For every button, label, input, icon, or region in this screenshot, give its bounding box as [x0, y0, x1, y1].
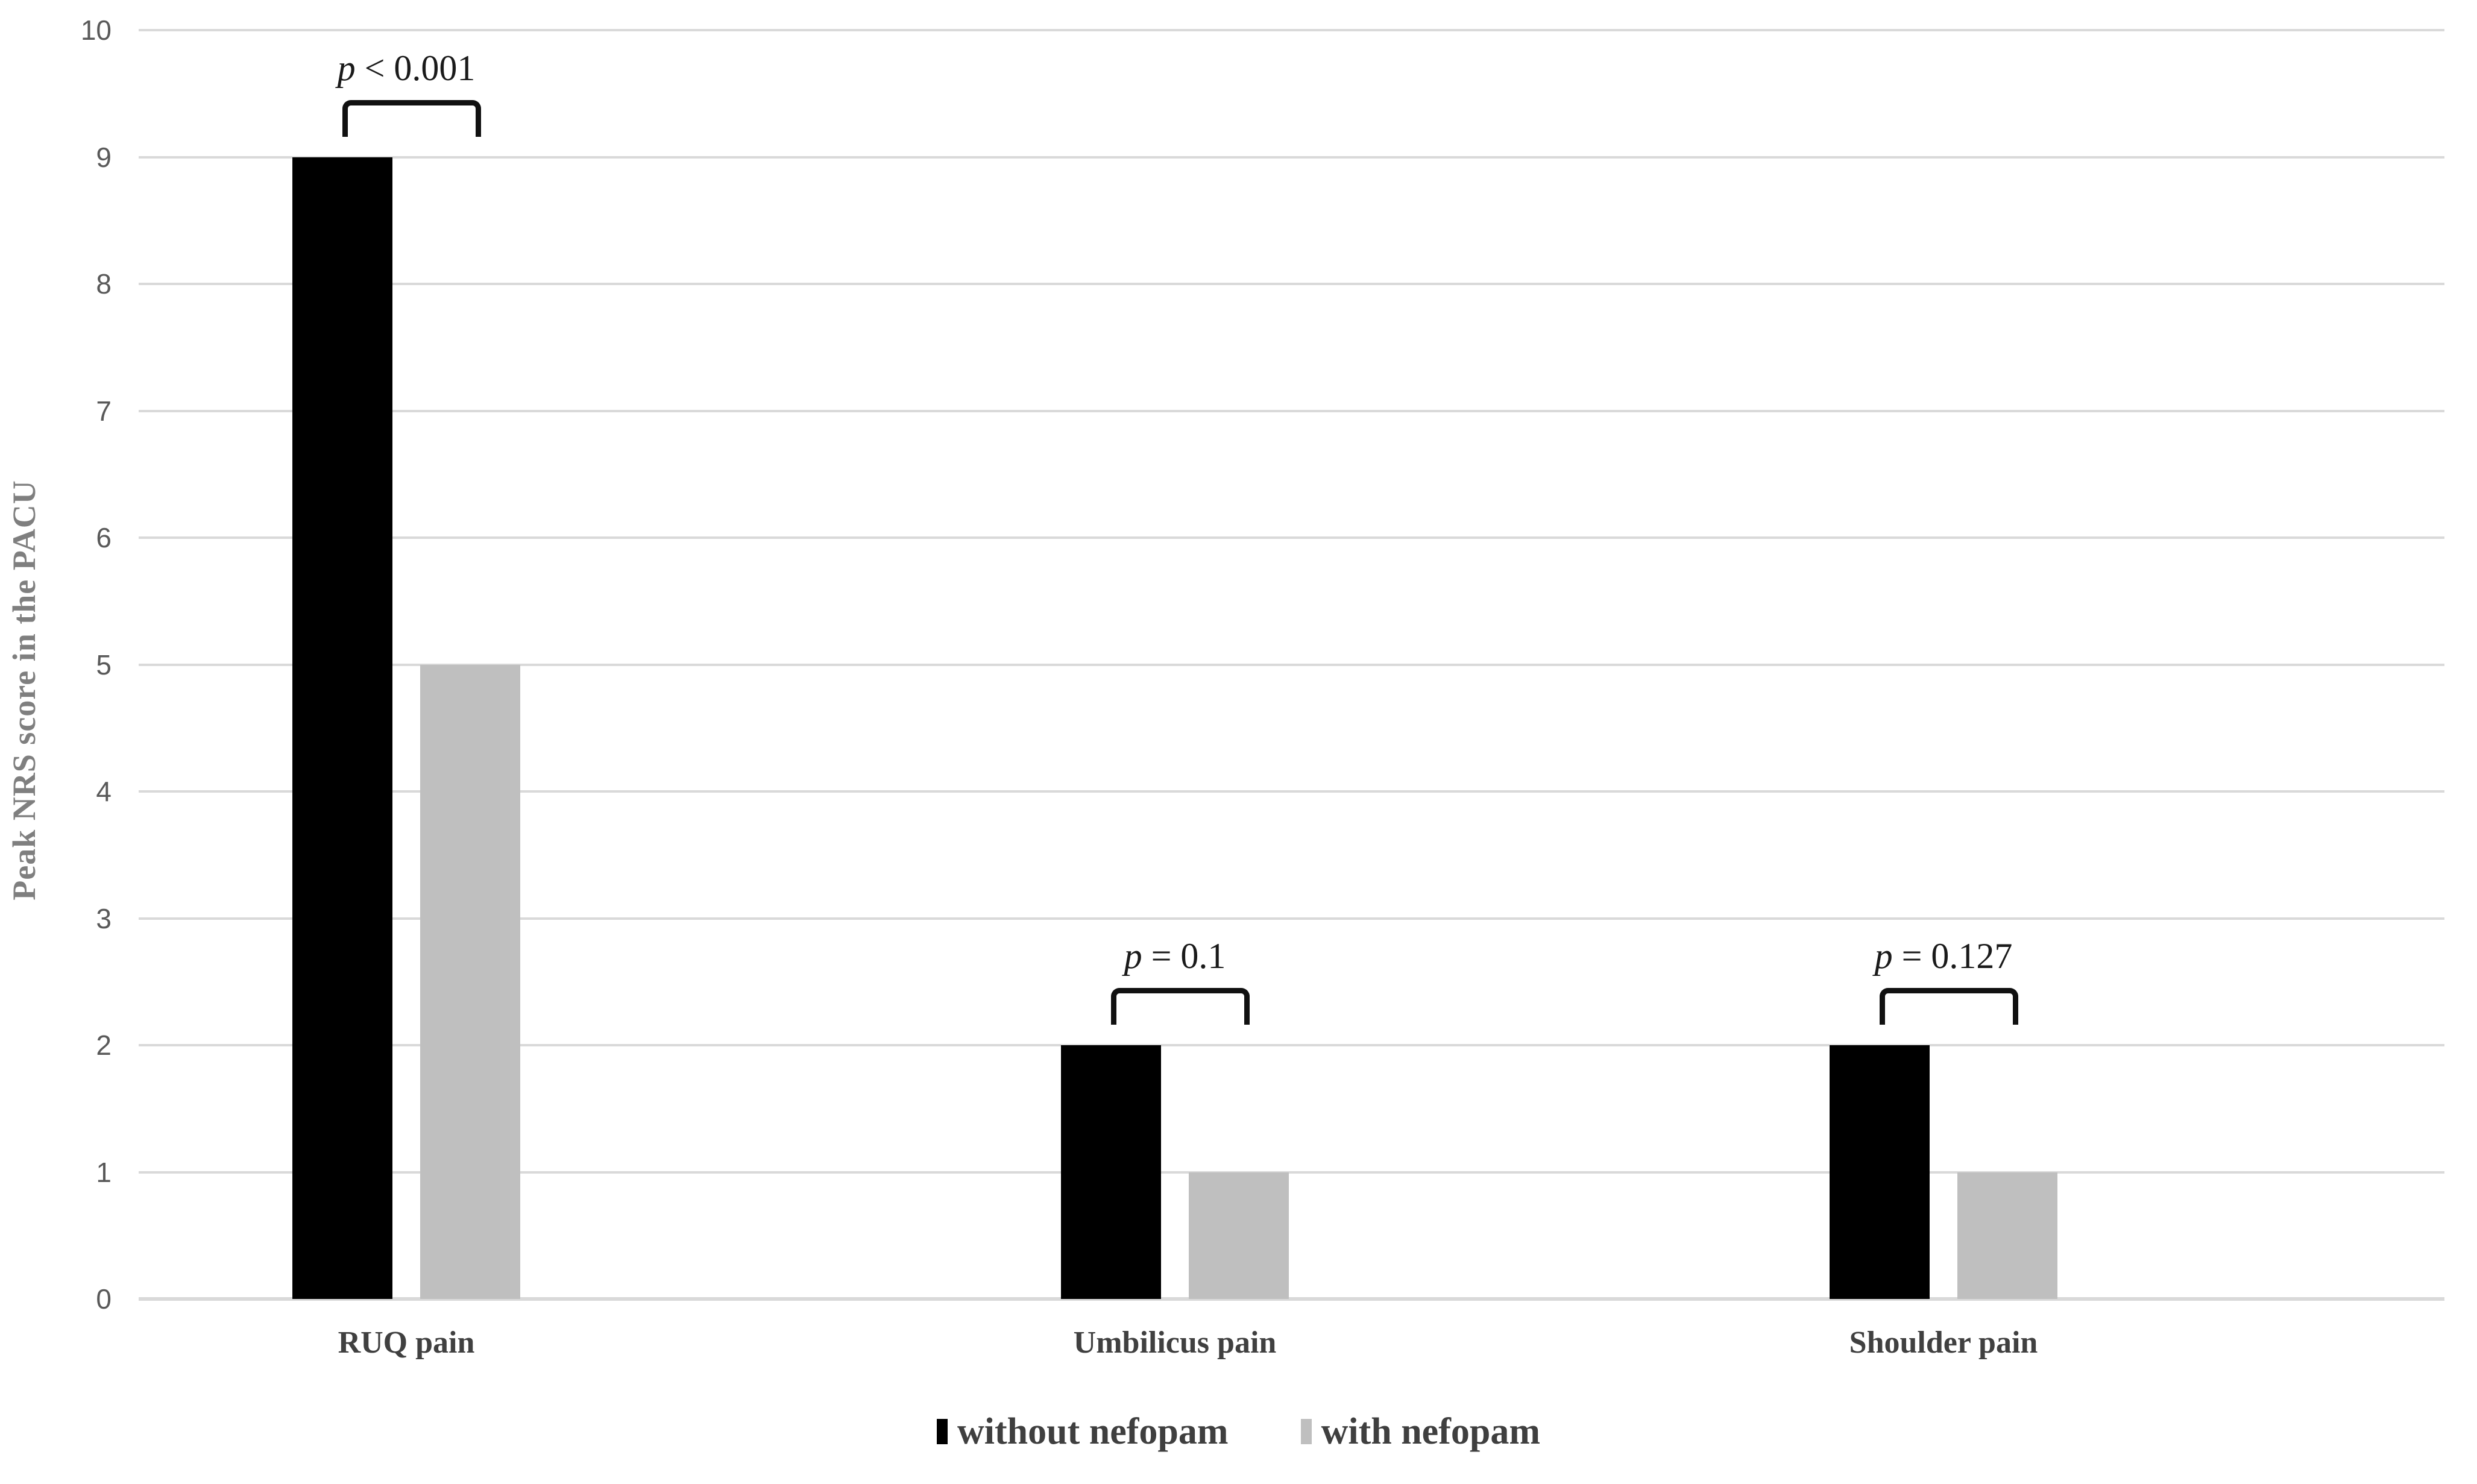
legend-label-without-nefopam: without nefopam: [957, 1411, 1229, 1452]
y-tick-label-1: 1: [96, 1156, 112, 1188]
gridline-y-4: [139, 790, 2444, 793]
y-tick-label-7: 7: [96, 395, 112, 427]
legend-swatch-without-nefopam: [937, 1419, 948, 1444]
bar-without-nefopam-umbilicus-pain: [1061, 1045, 1161, 1299]
gridline-y-7: [139, 409, 2444, 412]
y-tick-label-4: 4: [96, 776, 112, 807]
legend-label-with-nefopam: with nefopam: [1321, 1411, 1540, 1452]
gridline-y-2: [139, 1044, 2444, 1046]
y-tick-label-0: 0: [96, 1283, 112, 1315]
gridline-y-5: [139, 663, 2444, 666]
p-value-label-ruq-pain: p < 0.001: [337, 48, 476, 88]
y-tick-label-6: 6: [96, 522, 112, 553]
y-tick-label-5: 5: [96, 649, 112, 681]
gridline-y-9: [139, 156, 2444, 159]
significance-bracket-shoulder-pain: [1880, 988, 2018, 1025]
legend-item-without-nefopam: without nefopam: [937, 1407, 1229, 1456]
gridline-y-8: [139, 283, 2444, 285]
gridline-y-10: [139, 29, 2444, 31]
bar-with-nefopam-ruq-pain: [420, 664, 520, 1299]
bar-with-nefopam-shoulder-pain: [1957, 1172, 2057, 1299]
y-tick-label-10: 10: [80, 14, 112, 46]
bar-without-nefopam-ruq-pain: [292, 157, 392, 1299]
y-tick-label-9: 9: [96, 141, 112, 173]
legend-item-with-nefopam: with nefopam: [1300, 1407, 1540, 1456]
gridline-y-1: [139, 1171, 2444, 1174]
x-category-label-umbilicus-pain: Umbilicus pain: [1073, 1325, 1277, 1360]
y-tick-label-3: 3: [96, 902, 112, 934]
x-category-label-ruq-pain: RUQ pain: [338, 1325, 475, 1360]
bar-without-nefopam-shoulder-pain: [1830, 1045, 1930, 1299]
legend: without nefopam with nefopam: [0, 1404, 2477, 1459]
gridline-y-6: [139, 536, 2444, 539]
bar-with-nefopam-umbilicus-pain: [1189, 1172, 1289, 1299]
x-category-label-shoulder-pain: Shoulder pain: [1849, 1325, 2038, 1360]
gridline-y-0: [139, 1297, 2444, 1301]
y-tick-label-8: 8: [96, 268, 112, 300]
y-axis-title: Peak NRS score in the PACU: [6, 480, 42, 901]
legend-swatch-with-nefopam: [1300, 1419, 1312, 1444]
significance-bracket-ruq-pain: [342, 99, 481, 137]
significance-bracket-umbilicus-pain: [1111, 988, 1250, 1025]
p-value-label-umbilicus-pain: p = 0.1: [1124, 936, 1226, 976]
gridline-y-3: [139, 917, 2444, 920]
y-tick-label-2: 2: [96, 1030, 112, 1061]
p-value-label-shoulder-pain: p = 0.127: [1874, 936, 2013, 976]
